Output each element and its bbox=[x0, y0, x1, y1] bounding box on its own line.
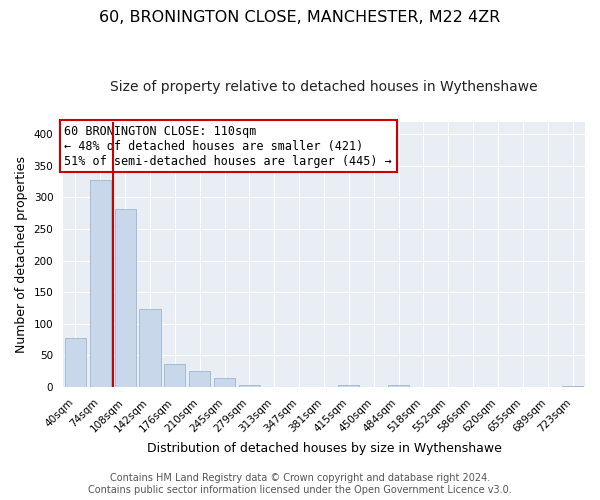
Title: Size of property relative to detached houses in Wythenshawe: Size of property relative to detached ho… bbox=[110, 80, 538, 94]
X-axis label: Distribution of detached houses by size in Wythenshawe: Distribution of detached houses by size … bbox=[146, 442, 502, 455]
Bar bbox=[239, 385, 260, 387]
Bar bbox=[115, 210, 136, 387]
Bar bbox=[562, 386, 583, 387]
Text: 60 BRONINGTON CLOSE: 110sqm
← 48% of detached houses are smaller (421)
51% of se: 60 BRONINGTON CLOSE: 110sqm ← 48% of det… bbox=[64, 124, 392, 168]
Text: Contains HM Land Registry data © Crown copyright and database right 2024.
Contai: Contains HM Land Registry data © Crown c… bbox=[88, 474, 512, 495]
Bar bbox=[139, 310, 161, 387]
Text: 60, BRONINGTON CLOSE, MANCHESTER, M22 4ZR: 60, BRONINGTON CLOSE, MANCHESTER, M22 4Z… bbox=[100, 10, 500, 25]
Bar bbox=[189, 372, 210, 387]
Bar bbox=[164, 364, 185, 387]
Y-axis label: Number of detached properties: Number of detached properties bbox=[15, 156, 28, 353]
Bar bbox=[214, 378, 235, 387]
Bar bbox=[90, 180, 111, 387]
Bar bbox=[338, 384, 359, 387]
Bar bbox=[388, 385, 409, 387]
Bar bbox=[65, 338, 86, 387]
